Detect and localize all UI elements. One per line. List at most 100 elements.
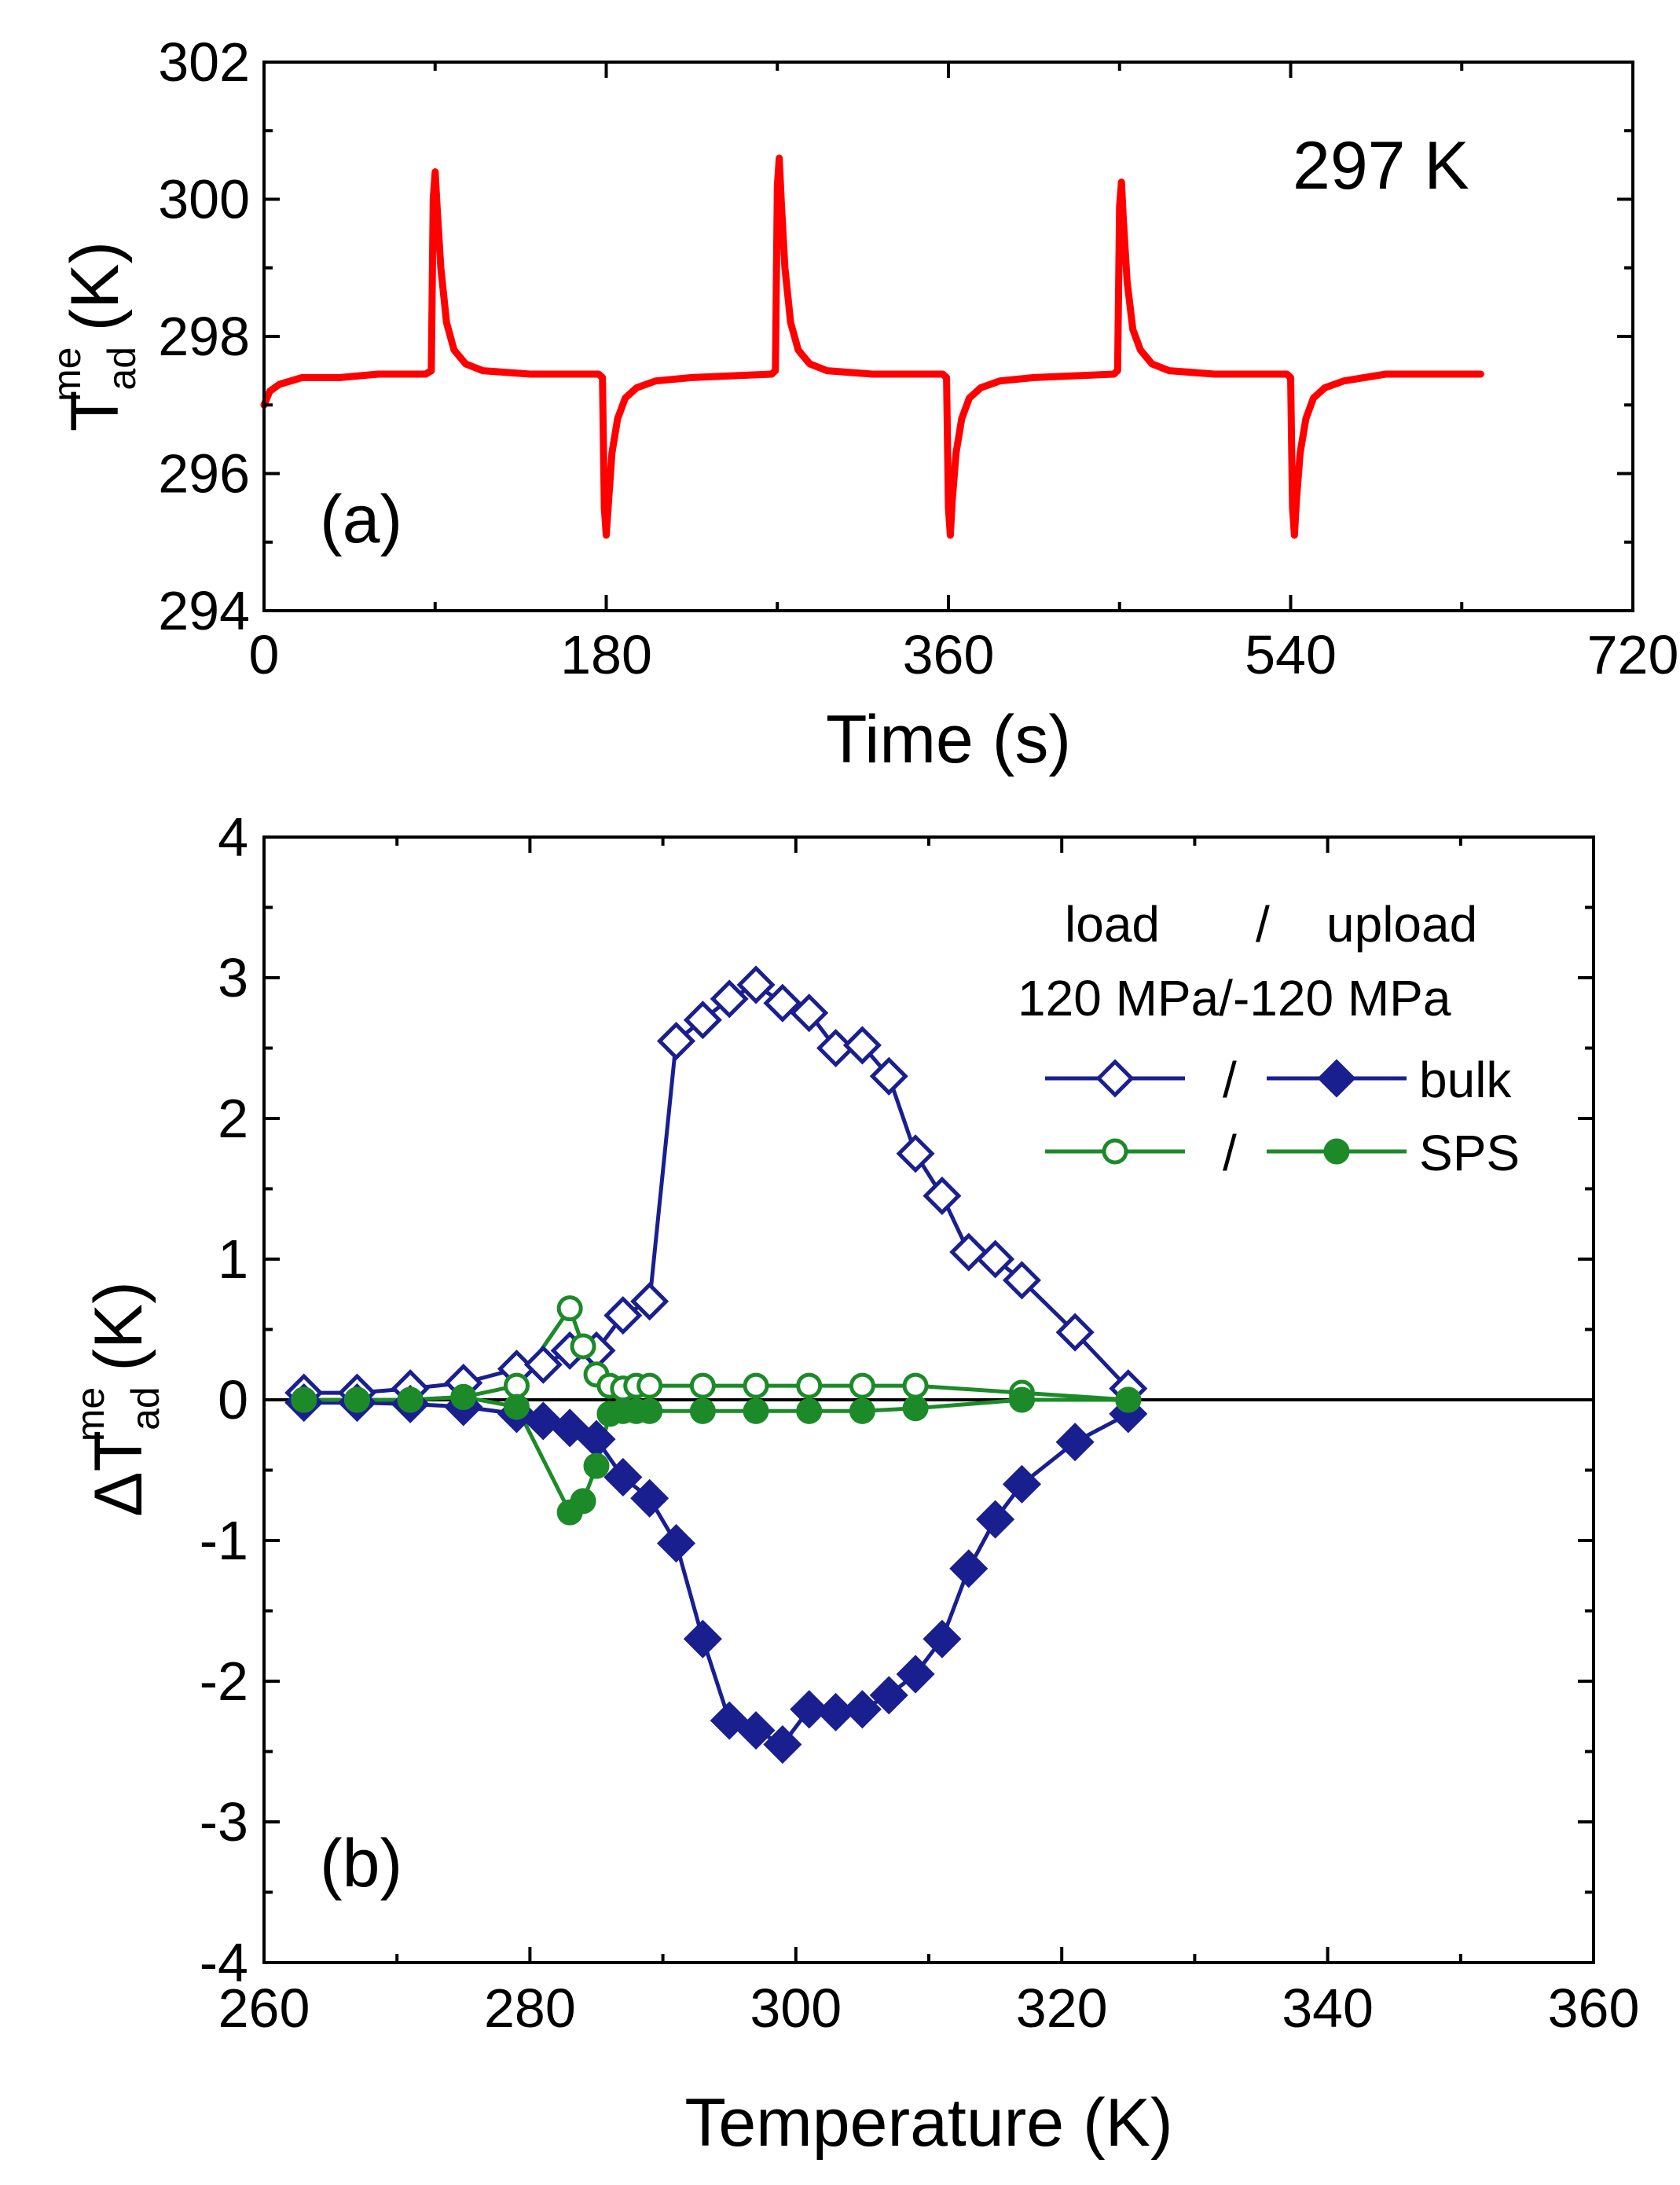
panel-b-xtick-label: 300 xyxy=(750,1978,842,2039)
panel-a-xtick-label: 540 xyxy=(1245,624,1337,685)
panel-b-point-series-3 xyxy=(902,1395,929,1422)
panel-b-xlabel: Temperature (K) xyxy=(684,2085,1172,2161)
panel-b-plot-area xyxy=(264,965,1594,1765)
panel-b-point-series-1 xyxy=(736,1711,776,1750)
panel-a-xlabel: Time (s) xyxy=(826,702,1071,777)
panel-b-point-series-3 xyxy=(503,1394,530,1420)
panel-b-series-line-1 xyxy=(303,1401,1129,1747)
legend-rows: / bulk / SPS xyxy=(1045,1052,1520,1181)
panel-b-point-series-1 xyxy=(869,1676,908,1715)
panel-a-annotation: 297 K xyxy=(1293,128,1469,204)
panel-a-xtick-label: 180 xyxy=(560,624,652,685)
panel-b-point-series-2 xyxy=(503,1372,530,1399)
panel-b-point-series-3 xyxy=(1008,1386,1035,1413)
panel-a-xtick-label: 0 xyxy=(249,624,280,685)
panel-b-point-series-3 xyxy=(343,1386,370,1413)
panel-b-point-series-1 xyxy=(896,1654,935,1694)
panel-b-point-series-0 xyxy=(949,1232,989,1272)
panel-b-point-series-1 xyxy=(1002,1464,1041,1504)
panel-b-point-series-2 xyxy=(556,1295,583,1322)
svg-text:ΔTadme(K): ΔTadme (K) xyxy=(68,1281,167,1517)
panel-a-ytick-label: 298 xyxy=(158,306,250,367)
panel-b-point-series-0 xyxy=(842,1026,882,1065)
panel-b-point-series-2 xyxy=(902,1372,929,1399)
panel-b-point-series-1 xyxy=(656,1524,696,1563)
panel-b-point-series-3 xyxy=(636,1397,663,1424)
panel-a-ytick-label: 302 xyxy=(158,31,250,93)
panel-b-xtick-label: 360 xyxy=(1548,1978,1640,2039)
panel-b-ylabel: ΔTadme (K) xyxy=(68,1281,167,1517)
panel-a-xtick-label: 360 xyxy=(903,624,995,685)
panel-b-point-series-3 xyxy=(397,1386,424,1413)
legend-marker-load xyxy=(1095,1059,1135,1098)
panel-b-point-series-0 xyxy=(523,1345,563,1384)
panel-b-point-series-2 xyxy=(570,1333,596,1360)
panel-b-point-series-2 xyxy=(849,1372,875,1399)
panel-b-xtick-label: 260 xyxy=(218,1978,310,2039)
panel-b-point-series-1 xyxy=(790,1690,829,1729)
panel-b-ytick-label: 3 xyxy=(218,947,248,1008)
panel-a-ylabel-sup: me xyxy=(45,347,89,402)
panel-b-ytick-label: -1 xyxy=(200,1510,248,1571)
panel-b-point-series-3 xyxy=(849,1397,875,1424)
panel-a-plot-area xyxy=(260,154,1484,539)
panel-b-ytick-label: 1 xyxy=(218,1228,248,1290)
panel-b-point-series-0 xyxy=(630,1282,669,1321)
panel-b-point-series-1 xyxy=(710,1701,749,1740)
panel-b-ylabel-symbol: ΔT xyxy=(81,1430,156,1517)
panel-b-point-series-1 xyxy=(842,1690,882,1729)
panel-b-ytick-label: 0 xyxy=(218,1369,248,1430)
panel-b-point-series-1 xyxy=(683,1619,722,1658)
panel-b-point-series-1 xyxy=(603,1457,643,1496)
legend-label: SPS xyxy=(1419,1125,1520,1181)
panel-b-point-series-1 xyxy=(523,1401,563,1441)
panel-b-point-series-3 xyxy=(450,1383,477,1410)
panel-b-point-series-3 xyxy=(743,1397,769,1424)
panel-b-point-series-0 xyxy=(683,1001,722,1040)
panel-b-ytick-label: 2 xyxy=(218,1088,248,1149)
panel-b-point-series-1 xyxy=(630,1478,669,1518)
panel-b-point-series-1 xyxy=(976,1500,1015,1539)
panel-b-ylabel-unit: (K) xyxy=(81,1281,156,1372)
panel-b-point-series-0 xyxy=(1002,1261,1041,1300)
panel-b-ytick-label: -2 xyxy=(200,1651,248,1712)
legend-marker-upload xyxy=(1317,1059,1356,1098)
panel-b-xtick-label: 320 xyxy=(1016,1978,1108,2039)
panel-b-point-series-3 xyxy=(796,1397,823,1424)
panel-b-point-series-0 xyxy=(923,1176,962,1215)
legend-marker-upload xyxy=(1323,1138,1350,1165)
panel-a-ytick-label: 300 xyxy=(158,169,250,230)
panel-b-point-series-3 xyxy=(689,1397,716,1424)
panel-b-ticks xyxy=(262,835,1595,1964)
panel-b-point-series-2 xyxy=(743,1372,769,1399)
legend-subheader: 120 MPa/-120 MPa xyxy=(1018,970,1451,1026)
panel-b-xtick-label: 340 xyxy=(1282,1978,1374,2039)
panel-b-point-series-1 xyxy=(763,1725,802,1765)
panel-b-point-series-0 xyxy=(976,1239,1015,1279)
panel-b-point-series-0 xyxy=(710,979,749,1019)
panel-b-point-series-0 xyxy=(1055,1313,1095,1352)
panel-b-point-series-0 xyxy=(896,1134,935,1173)
panel-a-ytick-label: 296 xyxy=(158,443,250,505)
panel-a-tick-labels: 0 180 360 540 720 294 296 298 300 302 xyxy=(158,31,1678,685)
legend-separator: / xyxy=(1223,1052,1237,1108)
panel-b-point-series-3 xyxy=(291,1386,317,1413)
panel-b-point-series-3 xyxy=(1115,1386,1142,1413)
panel-a-ylabel-symbol: T xyxy=(57,391,133,432)
panel-b: 260 280 300 320 340 360 -4 -3 -2 -1 0 1 2 3 4 (b) Temp… xyxy=(68,806,1639,2161)
panel-b-point-series-0 xyxy=(656,1022,696,1061)
panel-b-point-series-3 xyxy=(570,1488,596,1515)
panel-b-xtick-label: 280 xyxy=(484,1978,576,2039)
panel-a-series-line xyxy=(260,154,1484,539)
legend-header-upload: upload xyxy=(1326,896,1477,953)
panel-a-ytick-label: 294 xyxy=(158,580,250,641)
panel-b-point-series-0 xyxy=(603,1296,643,1335)
panel-b-point-series-0 xyxy=(736,965,776,1004)
panel-b-tick-labels: 260 280 300 320 340 360 -4 -3 -2 -1 0 1 2 3 4 xyxy=(200,806,1640,2039)
svg-text:Tadme(K): Tadme (K) xyxy=(45,241,144,431)
panel-a: 0 180 360 540 720 294 296 298 300 302 (a) 297 K T… xyxy=(45,31,1678,777)
panel-b-point-series-0 xyxy=(763,983,802,1023)
panel-a-ylabel: Tadme (K) xyxy=(45,241,144,431)
panel-a-xtick-label: 720 xyxy=(1587,624,1679,685)
